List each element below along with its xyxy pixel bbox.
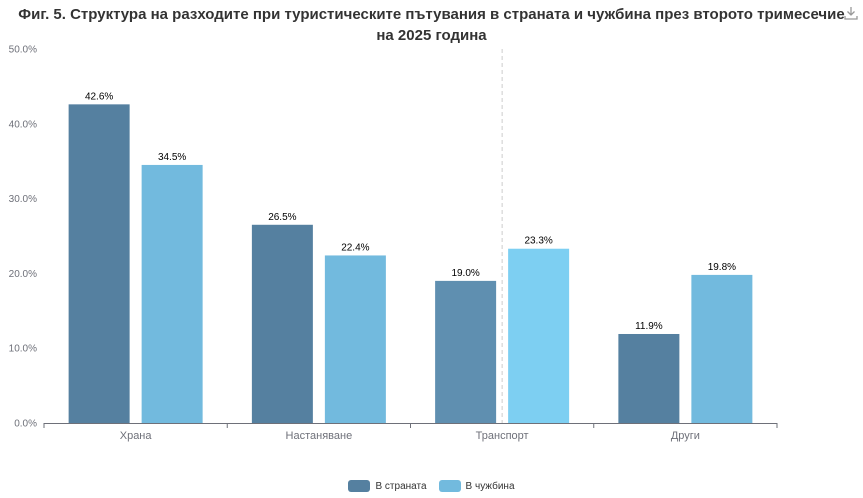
y-tick-label: 50.0% bbox=[9, 45, 37, 56]
chart-plot: 0.0% 10.0% 20.0% 30.0% 40.0% 50.0% 42.6% 26.5% 1… bbox=[9, 45, 778, 442]
y-tick-label: 0.0% bbox=[14, 419, 37, 430]
data-label: 23.3% bbox=[524, 236, 552, 247]
legend-swatch-abroad bbox=[438, 480, 461, 492]
data-label: 42.6% bbox=[85, 91, 113, 102]
y-tick-label: 30.0% bbox=[9, 194, 37, 205]
data-label: 22.4% bbox=[341, 242, 369, 253]
x-category-label: Храна bbox=[120, 430, 153, 442]
legend-label-abroad: В чужбина bbox=[465, 480, 515, 492]
x-category-label: Настаняване bbox=[286, 430, 353, 442]
download-icon[interactable] bbox=[843, 5, 859, 21]
data-label: 34.5% bbox=[158, 152, 186, 163]
data-label: 11.9% bbox=[635, 321, 663, 332]
chart-title-line-2: на 2025 година bbox=[376, 27, 487, 44]
legend-item-abroad[interactable]: В чужбина bbox=[438, 480, 515, 492]
bar-abroad bbox=[324, 255, 386, 423]
bar-domestic bbox=[435, 280, 497, 423]
x-category-label: Транспорт bbox=[476, 430, 529, 442]
bar-abroad bbox=[508, 248, 570, 423]
bar-abroad bbox=[141, 164, 203, 423]
chart-title-line-1: Фиг. 5. Структура на разходите при турис… bbox=[18, 6, 845, 23]
legend-item-domestic[interactable]: В страната bbox=[348, 480, 427, 492]
bar-domestic bbox=[251, 224, 313, 423]
data-label: 19.0% bbox=[451, 268, 479, 279]
x-category-label: Други bbox=[671, 430, 700, 442]
data-label: 26.5% bbox=[268, 212, 296, 223]
bar-abroad bbox=[691, 274, 753, 423]
data-label: 19.8% bbox=[708, 262, 736, 273]
legend-swatch-domestic bbox=[348, 480, 371, 492]
y-tick-label: 40.0% bbox=[9, 119, 37, 130]
y-tick-label: 10.0% bbox=[9, 344, 37, 355]
legend: В страната В чужбина bbox=[0, 480, 863, 492]
chart-title: Фиг. 5. Структура на разходите при турис… bbox=[0, 4, 863, 46]
y-tick-label: 20.0% bbox=[9, 269, 37, 280]
legend-label-domestic: В страната bbox=[375, 480, 427, 492]
bar-domestic bbox=[618, 333, 680, 423]
bar-domestic bbox=[68, 104, 130, 424]
